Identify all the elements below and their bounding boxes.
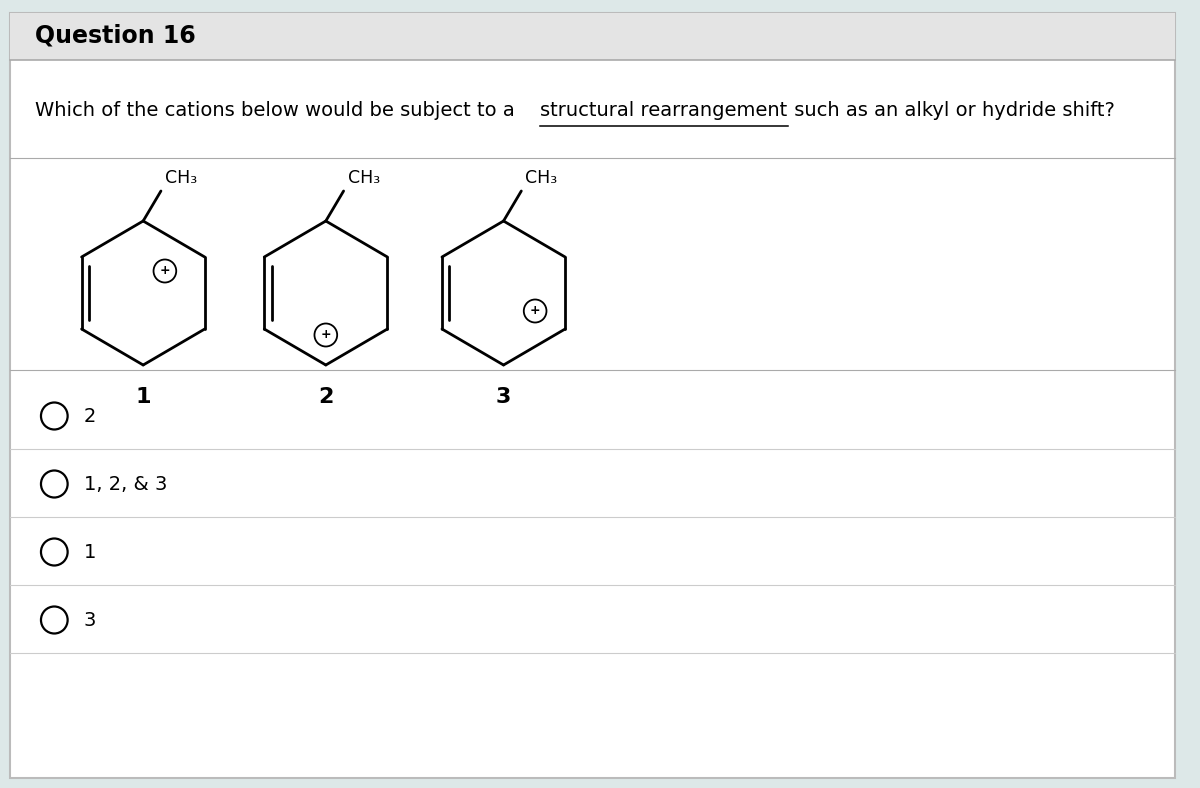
Circle shape xyxy=(41,470,67,497)
Text: structural rearrangement: structural rearrangement xyxy=(540,101,787,120)
Text: 1: 1 xyxy=(136,387,151,407)
Circle shape xyxy=(41,538,67,566)
FancyBboxPatch shape xyxy=(10,13,1175,60)
FancyBboxPatch shape xyxy=(10,13,1175,778)
Circle shape xyxy=(314,324,337,347)
Text: +: + xyxy=(160,263,170,277)
Text: CH₃: CH₃ xyxy=(526,169,558,187)
Text: 2: 2 xyxy=(84,407,96,426)
Circle shape xyxy=(154,259,176,283)
Text: CH₃: CH₃ xyxy=(164,169,197,187)
Circle shape xyxy=(41,607,67,634)
Text: Which of the cations below would be subject to a: Which of the cations below would be subj… xyxy=(35,101,521,120)
Text: 2: 2 xyxy=(318,387,334,407)
Text: +: + xyxy=(530,303,540,317)
Text: such as an alkyl or hydride shift?: such as an alkyl or hydride shift? xyxy=(787,101,1115,120)
Text: 3: 3 xyxy=(496,387,511,407)
Circle shape xyxy=(41,403,67,429)
Text: CH₃: CH₃ xyxy=(348,169,379,187)
Text: Question 16: Question 16 xyxy=(35,24,196,48)
Circle shape xyxy=(523,299,546,322)
Text: 1, 2, & 3: 1, 2, & 3 xyxy=(84,474,167,493)
Text: 1: 1 xyxy=(84,542,96,562)
Text: +: + xyxy=(320,328,331,340)
Text: 3: 3 xyxy=(84,611,96,630)
